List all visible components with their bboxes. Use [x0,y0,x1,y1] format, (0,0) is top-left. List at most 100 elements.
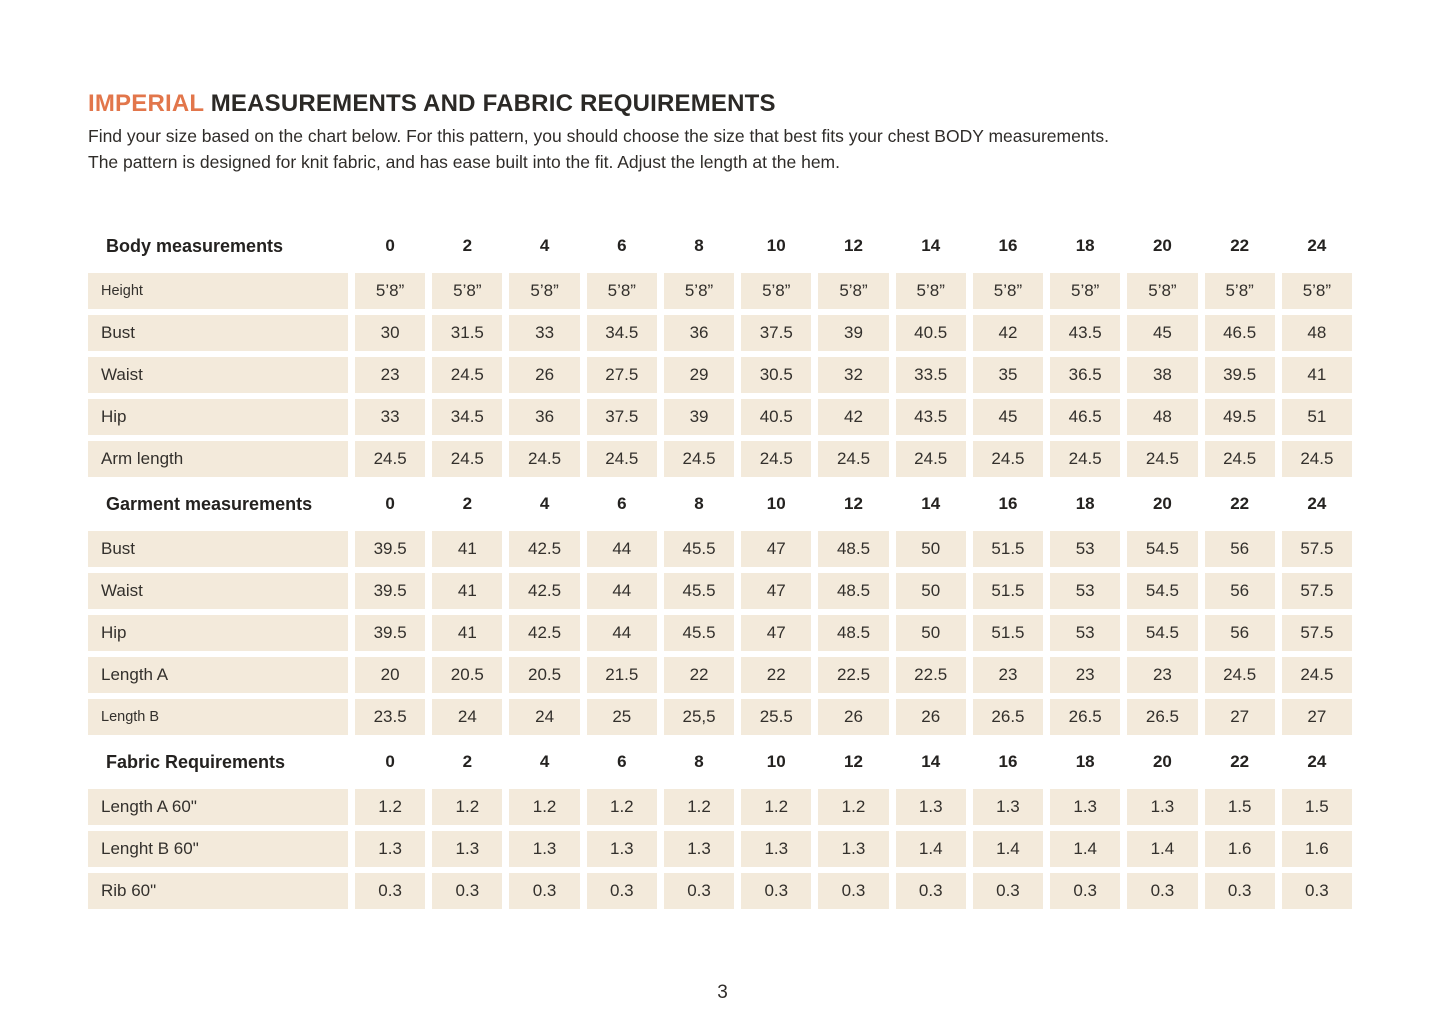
page-number: 3 [717,982,728,1003]
row-label-hip: Hip [88,399,348,435]
value-cell-bust-size-6: 34.5 [586,315,657,351]
value-cell-length-b-size-22: 27 [1204,699,1275,735]
size-column-header-10: 10 [766,236,786,255]
value-cell-hip-size-4: 36 [509,399,580,435]
size-column-header-14: 14 [921,752,941,771]
value-cell-arm-length-size-14: 24.5 [895,441,966,477]
value-cell-hip-size-18: 46.5 [1050,399,1121,435]
value-cell-bust-size-4: 33 [509,315,580,351]
value-cell-waist-size-14: 50 [895,573,966,609]
size-column-header-0: 0 [385,752,395,771]
value-cell-bust-size-0: 30 [355,315,426,351]
value-cell-waist-size-2: 24.5 [432,357,503,393]
value-cell-waist-size-14: 33.5 [895,357,966,393]
value-cell-bust-size-12: 48.5 [818,531,889,567]
value-cell-waist-size-6: 27.5 [586,357,657,393]
intro-line-2: The pattern is designed for knit fabric,… [88,151,840,172]
value-cell-lenght-b-60-size-0: 1.3 [355,831,426,867]
row-label-length-a: Length A [88,657,348,693]
value-cell-bust-size-16: 42 [972,315,1044,351]
value-cell-rib-60-size-16: 0.3 [972,873,1044,909]
value-cell-bust-size-18: 53 [1050,531,1121,567]
value-cell-lenght-b-60-size-2: 1.3 [432,831,503,867]
value-cell-hip-size-6: 37.5 [586,399,657,435]
value-cell-height-size-6: 5’8” [586,273,657,309]
row-label-length-a-60: Length A 60" [88,789,348,825]
value-cell-height-size-10: 5’8” [741,273,812,309]
row-label-arm-length: Arm length [88,441,348,477]
value-cell-length-a-60-size-20: 1.3 [1127,789,1198,825]
value-cell-length-a-size-0: 20 [355,657,426,693]
value-cell-length-a-size-22: 24.5 [1204,657,1275,693]
row-label-lenght-b-60: Lenght B 60" [88,831,348,867]
size-column-header-12: 12 [844,236,863,255]
value-cell-rib-60-size-12: 0.3 [818,873,889,909]
size-column-header-18: 18 [1075,236,1095,255]
value-cell-arm-length-size-0: 24.5 [355,441,426,477]
value-cell-waist-size-10: 47 [741,573,812,609]
value-cell-bust-size-22: 46.5 [1204,315,1275,351]
value-cell-arm-length-size-4: 24.5 [509,441,580,477]
value-cell-bust-size-4: 42.5 [509,531,580,567]
value-cell-lenght-b-60-size-22: 1.6 [1204,831,1275,867]
value-cell-lenght-b-60-size-20: 1.4 [1127,831,1198,867]
value-cell-length-b-size-14: 26 [895,699,966,735]
value-cell-waist-size-4: 26 [509,357,580,393]
value-cell-length-a-size-4: 20.5 [509,657,580,693]
value-cell-height-size-20: 5’8” [1127,273,1198,309]
size-column-header-16: 16 [998,494,1018,513]
size-column-header-8: 8 [694,236,704,255]
value-cell-arm-length-size-18: 24.5 [1050,441,1121,477]
value-cell-height-size-8: 5’8” [663,273,735,309]
size-column-header-0: 0 [385,236,395,255]
value-cell-length-a-60-size-4: 1.2 [509,789,580,825]
value-cell-arm-length-size-10: 24.5 [741,441,812,477]
value-cell-lenght-b-60-size-8: 1.3 [663,831,735,867]
value-cell-height-size-2: 5’8” [432,273,503,309]
value-cell-hip-size-20: 48 [1127,399,1198,435]
value-cell-bust-size-0: 39.5 [355,531,426,567]
row-label-waist: Waist [88,573,348,609]
value-cell-waist-size-18: 36.5 [1050,357,1121,393]
size-column-header-6: 6 [617,494,627,513]
value-cell-arm-length-size-12: 24.5 [818,441,889,477]
value-cell-height-size-12: 5’8” [818,273,889,309]
value-cell-waist-size-16: 51.5 [972,573,1044,609]
value-cell-waist-size-0: 39.5 [355,573,426,609]
row-label-length-b: Length B [88,699,348,735]
size-column-header-18: 18 [1075,752,1095,771]
value-cell-bust-size-2: 41 [432,531,503,567]
size-column-header-22: 22 [1230,494,1250,513]
value-cell-rib-60-size-22: 0.3 [1204,873,1275,909]
value-cell-height-size-18: 5’8” [1050,273,1121,309]
value-cell-hip-size-24: 57.5 [1281,615,1352,651]
size-column-header-2: 2 [462,236,473,255]
size-column-header-10: 10 [766,752,786,771]
value-cell-bust-size-18: 43.5 [1050,315,1121,351]
size-column-header-14: 14 [921,494,941,513]
value-cell-bust-size-12: 39 [818,315,889,351]
size-column-header-4: 4 [539,236,550,255]
page-title: IMPERIAL MEASUREMENTS AND FABRIC REQUIRE… [88,90,1356,118]
value-cell-bust-size-14: 40.5 [895,315,966,351]
size-column-header-6: 6 [617,236,627,255]
value-cell-length-a-60-size-24: 1.5 [1281,789,1352,825]
value-cell-hip-size-0: 39.5 [355,615,426,651]
value-cell-waist-size-24: 57.5 [1281,573,1352,609]
value-cell-bust-size-8: 45.5 [663,531,735,567]
value-cell-arm-length-size-20: 24.5 [1127,441,1198,477]
value-cell-length-a-60-size-18: 1.3 [1050,789,1121,825]
value-cell-arm-length-size-2: 24.5 [432,441,503,477]
value-cell-hip-size-18: 53 [1050,615,1121,651]
intro-line-1: Find your size based on the chart below.… [88,126,1110,146]
value-cell-hip-size-14: 43.5 [895,399,966,435]
value-cell-hip-size-10: 40.5 [741,399,812,435]
row-label-bust: Bust [88,531,348,567]
size-column-header-16: 16 [998,236,1018,255]
value-cell-hip-size-2: 34.5 [432,399,503,435]
value-cell-hip-size-16: 45 [972,399,1044,435]
row-label-bust: Bust [88,315,348,351]
value-cell-lenght-b-60-size-6: 1.3 [586,831,657,867]
value-cell-hip-size-20: 54.5 [1127,615,1198,651]
value-cell-hip-size-8: 39 [663,399,735,435]
